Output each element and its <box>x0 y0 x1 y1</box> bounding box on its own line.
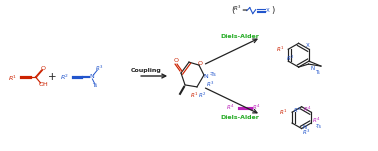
Text: OH: OH <box>39 82 48 87</box>
Text: =: = <box>241 8 247 14</box>
Text: X: X <box>266 8 270 13</box>
Text: (: ( <box>231 6 234 15</box>
Text: $R^3$: $R^3$ <box>95 63 104 73</box>
Text: O: O <box>41 66 46 71</box>
Text: Ts: Ts <box>92 83 97 88</box>
Text: ): ) <box>271 6 274 15</box>
Text: $R^2$: $R^2$ <box>293 106 302 115</box>
Text: O: O <box>197 61 203 66</box>
Text: Diels-Alder: Diels-Alder <box>220 115 259 120</box>
Text: Ts: Ts <box>315 69 320 75</box>
Text: $R^4$: $R^4$ <box>312 115 320 125</box>
Text: Diels-Alder: Diels-Alder <box>220 34 259 39</box>
Text: $R^2$: $R^2$ <box>286 53 294 63</box>
Text: $R^4$: $R^4$ <box>303 104 311 114</box>
Text: $R^3$: $R^3$ <box>232 4 241 13</box>
Text: $R^2$: $R^2$ <box>60 72 70 82</box>
Text: $R^2$: $R^2$ <box>198 91 206 100</box>
Text: -Ts: -Ts <box>209 72 216 77</box>
Text: $R^3$: $R^3$ <box>206 79 214 89</box>
Text: N: N <box>89 74 94 79</box>
Text: $R^4$: $R^4$ <box>251 103 260 112</box>
Text: O: O <box>174 58 178 63</box>
Text: $R^4$: $R^4$ <box>226 103 234 112</box>
Text: $R^1$: $R^1$ <box>276 45 284 54</box>
Text: $R^1$: $R^1$ <box>8 73 17 83</box>
Text: X: X <box>306 43 310 48</box>
Text: N: N <box>302 125 307 130</box>
Text: $R^1$: $R^1$ <box>190 91 198 100</box>
Text: Coupling: Coupling <box>131 67 161 72</box>
Text: N: N <box>310 66 314 71</box>
Text: $R^1$: $R^1$ <box>279 108 287 117</box>
Text: $R^3$: $R^3$ <box>302 128 311 137</box>
Text: -Ts: -Ts <box>316 124 322 129</box>
Text: N: N <box>204 74 208 79</box>
Text: +: + <box>48 72 57 82</box>
